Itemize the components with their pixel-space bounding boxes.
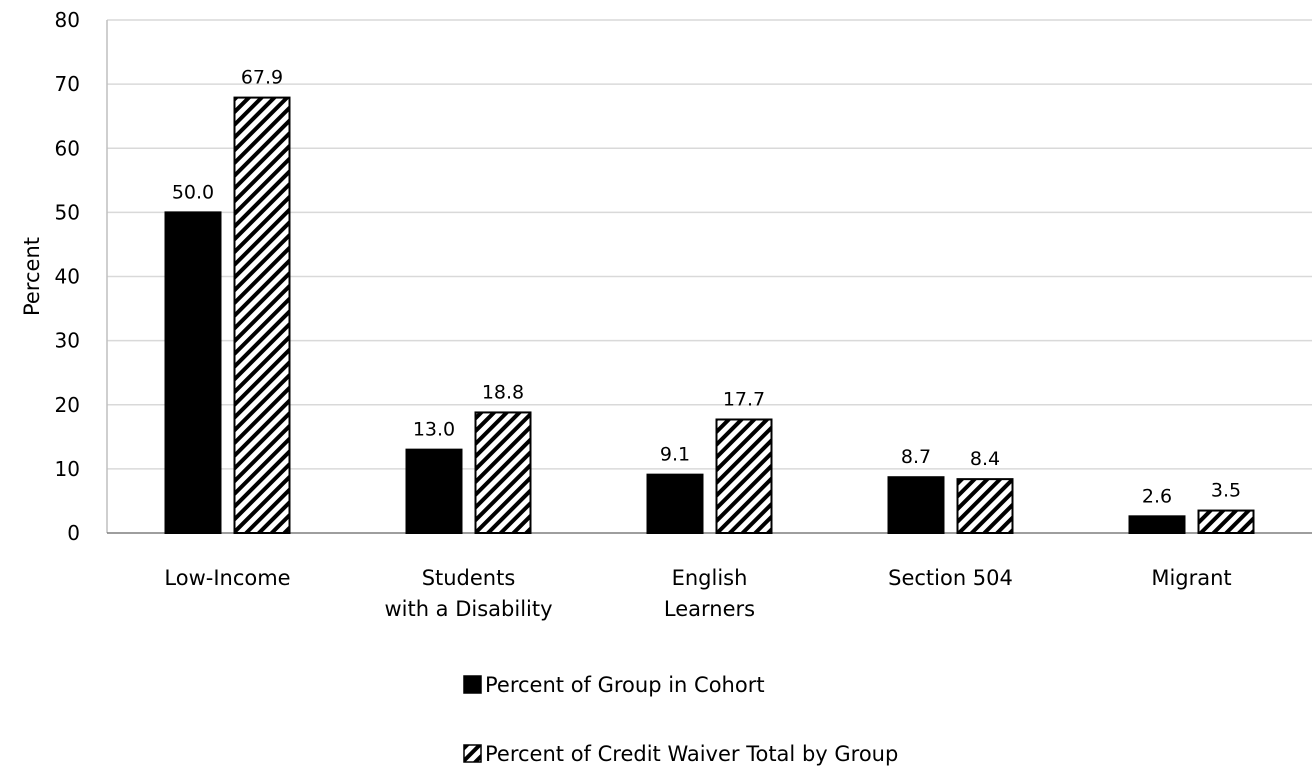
legend-label: Percent of Group in Cohort — [485, 673, 765, 697]
data-label: 9.1 — [660, 444, 690, 466]
data-label: 3.5 — [1211, 480, 1241, 502]
bar-cohort — [164, 211, 222, 534]
legend: Percent of Group in Cohort Percent of Cre… — [463, 673, 898, 766]
y-tick-label: 70 — [55, 72, 80, 96]
bar-credit-waiver — [956, 478, 1014, 535]
bar-cohort — [646, 473, 704, 534]
y-tick-label: 40 — [55, 265, 80, 289]
data-label: 2.6 — [1142, 485, 1172, 507]
bars — [164, 96, 1255, 535]
y-tick-label: 10 — [55, 457, 80, 481]
legend-swatch-cohort — [463, 675, 482, 694]
y-tick-label: 0 — [67, 521, 80, 545]
legend-label: Percent of Credit Waiver Total by Group — [485, 742, 898, 766]
y-tick-label: 80 — [55, 8, 80, 32]
data-label: 67.9 — [241, 67, 283, 89]
y-axis-title: Percent — [20, 237, 44, 316]
bar-credit-waiver — [474, 411, 532, 535]
gridlines — [107, 19, 1312, 470]
data-label: 18.8 — [482, 381, 524, 403]
x-category-label: Learners — [664, 597, 755, 621]
data-labels: 50.0 67.9 13.0 18.8 9.1 17.7 8.7 8.4 2.6 3.5 — [172, 67, 1241, 508]
x-category-label: Students — [422, 566, 516, 590]
data-label: 8.7 — [901, 446, 931, 468]
y-tick-label: 50 — [55, 200, 80, 224]
bar-cohort — [405, 448, 463, 535]
x-category-label: Migrant — [1151, 566, 1231, 590]
bar-credit-waiver — [1197, 509, 1255, 534]
data-label: 17.7 — [723, 388, 765, 410]
y-tick-label: 20 — [55, 393, 80, 417]
x-category-label: Section 504 — [888, 566, 1013, 590]
y-tick-label: 60 — [55, 136, 80, 160]
x-category-label: with a Disability — [384, 597, 552, 621]
data-label: 50.0 — [172, 181, 214, 203]
bar-cohort — [887, 476, 945, 534]
x-category-label: English — [672, 566, 748, 590]
data-label: 8.4 — [970, 448, 1000, 470]
y-tick-label: 30 — [55, 329, 80, 353]
axes: 0 10 20 30 40 50 60 70 80 Percent Low-Income Studen… — [20, 8, 1312, 621]
bar-credit-waiver — [233, 96, 291, 534]
bar-credit-waiver — [715, 418, 773, 534]
x-category-label: Low-Income — [164, 566, 290, 590]
data-label: 13.0 — [413, 419, 455, 441]
legend-swatch-credit-waiver — [463, 744, 482, 763]
bar-cohort — [1128, 515, 1186, 535]
